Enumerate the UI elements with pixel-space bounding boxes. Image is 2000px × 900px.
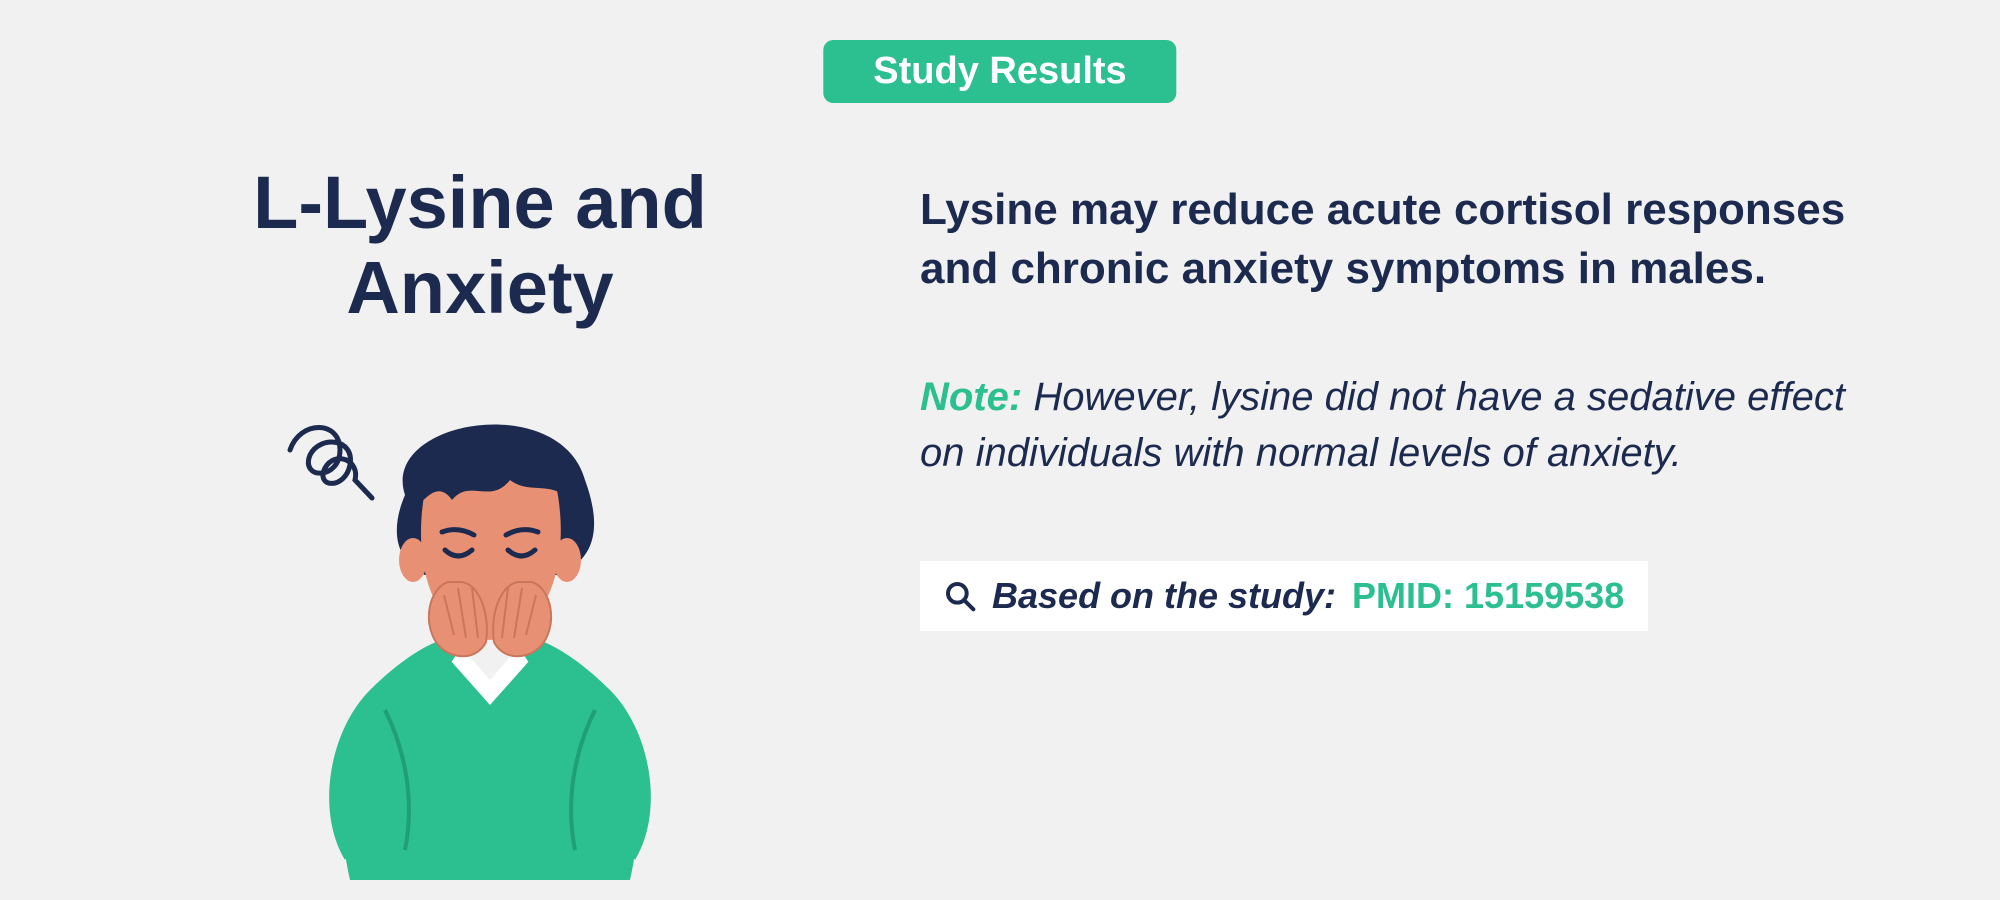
main-title: L-Lysine and Anxiety <box>120 160 840 330</box>
note-label: Note: <box>920 375 1022 419</box>
right-column: Lysine may reduce acute cortisol respons… <box>920 180 1860 631</box>
anxious-person-illustration <box>230 360 730 880</box>
left-column: L-Lysine and Anxiety <box>120 160 840 880</box>
scribble-icon <box>290 428 372 499</box>
note-block: Note: However, lysine did not have a sed… <box>920 369 1860 481</box>
source-label: Based on the study: <box>992 575 1336 617</box>
illustration <box>120 360 840 880</box>
source-id: PMID: 15159538 <box>1352 575 1624 617</box>
summary-text: Lysine may reduce acute cortisol respons… <box>920 180 1860 299</box>
source-bar: Based on the study: PMID: 15159538 <box>920 561 1648 631</box>
badge-label: Study Results <box>873 50 1126 92</box>
search-icon <box>944 580 976 612</box>
note-text: However, lysine did not have a sedative … <box>920 375 1845 475</box>
study-results-badge: Study Results <box>823 40 1176 103</box>
title-line2: Anxiety <box>346 246 613 329</box>
title-line1: L-Lysine and <box>253 161 707 244</box>
